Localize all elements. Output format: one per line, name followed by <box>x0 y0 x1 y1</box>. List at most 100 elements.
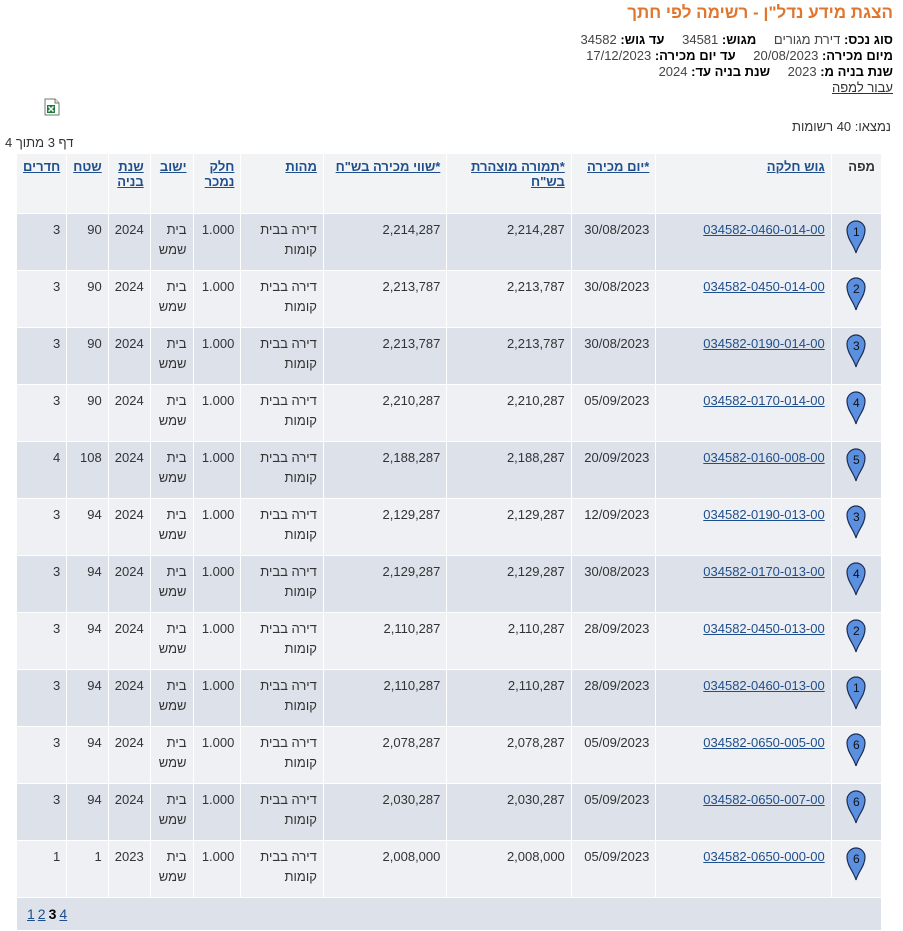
city-cell: בית שמש <box>149 384 194 442</box>
gush-link[interactable]: 034582-0170-014-00 <box>703 393 825 408</box>
sale-date-cell: 28/09/2023 <box>570 669 657 727</box>
map-cell[interactable]: 2 <box>830 270 883 328</box>
gush-link[interactable]: 034582-0190-013-00 <box>703 507 825 522</box>
map-cell[interactable]: 4 <box>830 555 883 613</box>
sort-city-link[interactable]: ישוב <box>159 159 187 174</box>
map-cell[interactable]: 1 <box>830 669 883 727</box>
map-pin-icon[interactable]: 2 <box>845 617 867 653</box>
from-gush-label: מגוש: <box>721 32 757 47</box>
gush-cell[interactable]: 034582-0160-008-00 <box>655 441 832 499</box>
gush-cell[interactable]: 034582-0450-014-00 <box>655 270 832 328</box>
header-rooms[interactable]: חדרים <box>15 153 68 214</box>
gush-link[interactable]: 034582-0170-013-00 <box>703 564 825 579</box>
sale-value-cell: 2,008,000 <box>322 840 448 898</box>
map-cell[interactable]: 6 <box>830 726 883 784</box>
gush-cell[interactable]: 034582-0190-014-00 <box>655 327 832 385</box>
declared-price-cell: 2,129,287 <box>446 555 572 613</box>
gush-link[interactable]: 034582-0460-013-00 <box>703 678 825 693</box>
go-to-map-link[interactable]: עבור למפה <box>831 80 893 95</box>
map-pin-icon[interactable]: 6 <box>845 731 867 767</box>
map-pin-icon[interactable]: 1 <box>845 674 867 710</box>
sort-year-link[interactable]: שנת בניה <box>117 159 144 189</box>
gush-cell[interactable]: 034582-0170-013-00 <box>655 555 832 613</box>
criteria-line-2: מיום מכירה: 20/08/2023 עד יום מכירה: 17/… <box>586 48 893 63</box>
sort-type-link[interactable]: מהות <box>285 159 317 174</box>
header-city[interactable]: ישוב <box>149 153 194 214</box>
gush-cell[interactable]: 034582-0460-013-00 <box>655 669 832 727</box>
map-pin-icon[interactable]: 5 <box>845 446 867 482</box>
map-pin-icon[interactable]: 6 <box>845 788 867 824</box>
rooms-cell: 3 <box>15 783 68 841</box>
map-pin-icon[interactable]: 4 <box>845 560 867 596</box>
sale-value-cell: 2,129,287 <box>322 555 448 613</box>
declared-price-cell: 2,210,287 <box>446 384 572 442</box>
sort-value-link[interactable]: *שווי מכירה בש"ח <box>335 159 441 174</box>
pager-page-link[interactable]: 4 <box>59 906 68 922</box>
map-pin-icon[interactable]: 3 <box>845 332 867 368</box>
excel-icon[interactable] <box>44 98 60 116</box>
gush-cell[interactable]: 034582-0650-005-00 <box>655 726 832 784</box>
area-cell: 90 <box>66 327 109 385</box>
sort-gush-link[interactable]: גוש חלקה <box>766 159 825 174</box>
sort-part-link[interactable]: חלק נמכר <box>204 159 235 189</box>
map-cell[interactable]: 6 <box>830 783 883 841</box>
map-cell[interactable]: 3 <box>830 327 883 385</box>
asset-type-cell: דירה בבית קומות <box>240 441 324 499</box>
gush-cell[interactable]: 034582-0650-000-00 <box>655 840 832 898</box>
header-area[interactable]: שטח <box>66 153 109 214</box>
city-cell: בית שמש <box>149 270 194 328</box>
gush-cell[interactable]: 034582-0650-007-00 <box>655 783 832 841</box>
sort-date-link[interactable]: *יום מכירה <box>587 159 650 174</box>
map-pin-icon[interactable]: 1 <box>845 218 867 254</box>
gush-cell[interactable]: 034582-0190-013-00 <box>655 498 832 556</box>
map-cell[interactable]: 1 <box>830 213 883 271</box>
sort-declared-link[interactable]: *תמורה מוצהרת בש"ח <box>471 159 565 189</box>
gush-cell[interactable]: 034582-0170-014-00 <box>655 384 832 442</box>
gush-link[interactable]: 034582-0450-013-00 <box>703 621 825 636</box>
gush-link[interactable]: 034582-0460-014-00 <box>703 222 825 237</box>
map-pin-icon[interactable]: 2 <box>845 275 867 311</box>
declared-price-cell: 2,188,287 <box>446 441 572 499</box>
gush-link[interactable]: 034582-0160-008-00 <box>703 450 825 465</box>
map-cell[interactable]: 6 <box>830 840 883 898</box>
part-sold-cell: 1.000 <box>192 327 242 385</box>
gush-link[interactable]: 034582-0190-014-00 <box>703 336 825 351</box>
header-value[interactable]: *שווי מכירה בש"ח <box>322 153 448 214</box>
map-cell[interactable]: 5 <box>830 441 883 499</box>
table-row: 6 034582-0650-000-00 05/09/2023 2,008,000 2,… <box>15 840 883 898</box>
header-year[interactable]: שנת בניה <box>107 153 151 214</box>
sort-rooms-link[interactable]: חדרים <box>23 159 61 174</box>
map-cell[interactable]: 4 <box>830 384 883 442</box>
to-date-label: עד יום מכירה: <box>654 48 736 63</box>
pin-number: 3 <box>853 339 860 353</box>
gush-cell[interactable]: 034582-0460-014-00 <box>655 213 832 271</box>
asset-type-label: סוג נכס: <box>843 32 893 47</box>
header-gush[interactable]: גוש חלקה <box>655 153 832 214</box>
gush-cell[interactable]: 034582-0450-013-00 <box>655 612 832 670</box>
header-date[interactable]: *יום מכירה <box>570 153 657 214</box>
gush-link[interactable]: 034582-0650-007-00 <box>703 792 825 807</box>
gush-link[interactable]: 034582-0650-000-00 <box>703 849 825 864</box>
pager-page-link[interactable]: 2 <box>37 906 46 922</box>
pin-number: 4 <box>853 396 860 410</box>
map-cell[interactable]: 2 <box>830 612 883 670</box>
asset-type-cell: דירה בבית קומות <box>240 555 324 613</box>
map-pin-icon[interactable]: 4 <box>845 389 867 425</box>
build-year-cell: 2024 <box>107 783 151 841</box>
table-row: 2 034582-0450-013-00 28/09/2023 2,110,287 2,… <box>15 612 883 670</box>
map-pin-icon[interactable]: 3 <box>845 503 867 539</box>
header-part[interactable]: חלק נמכר <box>192 153 242 214</box>
build-year-cell: 2024 <box>107 213 151 271</box>
asset-type-cell: דירה בבית קומות <box>240 498 324 556</box>
sort-area-link[interactable]: שטח <box>73 159 102 174</box>
map-cell[interactable]: 3 <box>830 498 883 556</box>
map-pin-icon[interactable]: 6 <box>845 845 867 881</box>
gush-link[interactable]: 034582-0650-005-00 <box>703 735 825 750</box>
rooms-cell: 3 <box>15 213 68 271</box>
table-row: 4 034582-0170-013-00 30/08/2023 2,129,287 2,… <box>15 555 883 613</box>
header-declared[interactable]: *תמורה מוצהרת בש"ח <box>446 153 572 214</box>
gush-link[interactable]: 034582-0450-014-00 <box>703 279 825 294</box>
pager-page-link[interactable]: 1 <box>27 906 35 922</box>
header-type[interactable]: מהות <box>240 153 324 214</box>
